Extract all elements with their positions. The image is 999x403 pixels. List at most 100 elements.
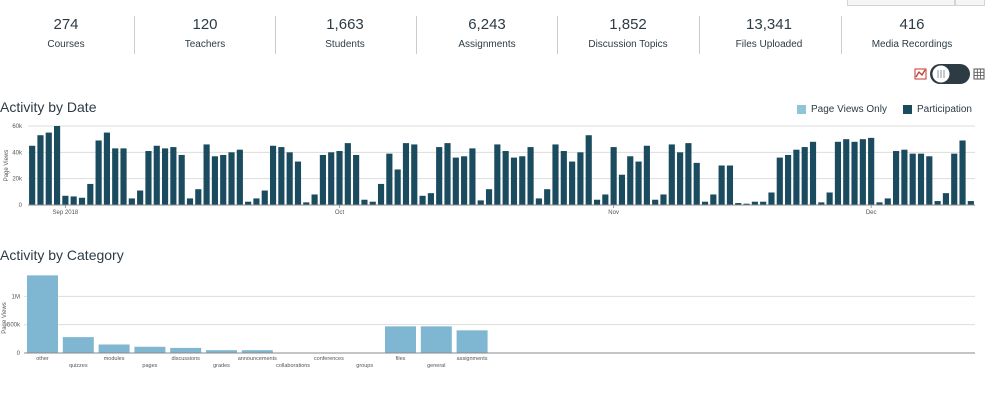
bar <box>87 183 94 205</box>
bar <box>170 347 202 353</box>
stat-label: Teachers <box>184 39 226 50</box>
bar <box>602 194 609 205</box>
bar <box>186 198 194 205</box>
bar <box>510 157 518 205</box>
bar <box>967 201 974 205</box>
bar <box>818 202 825 205</box>
bar <box>485 189 493 205</box>
bar <box>768 192 775 205</box>
bar <box>893 151 900 205</box>
bar <box>353 154 360 205</box>
bar <box>735 203 742 205</box>
bar <box>62 337 94 353</box>
bar <box>344 143 351 205</box>
divider <box>841 16 842 54</box>
bar <box>751 201 758 205</box>
bar <box>959 140 966 205</box>
bar <box>809 141 817 205</box>
x-tick-label: grades <box>213 363 230 369</box>
table-grid-icon[interactable] <box>973 68 985 80</box>
bar <box>145 151 152 205</box>
bar <box>776 157 783 205</box>
bar <box>951 153 958 205</box>
x-tick-label: discussions <box>171 356 200 362</box>
stat-value: 120 <box>192 16 218 33</box>
bar <box>527 147 534 205</box>
top-button-control[interactable] <box>955 0 985 6</box>
bar <box>294 161 302 205</box>
stat-value: 6,243 <box>468 16 506 33</box>
x-tick-label: announcements <box>238 356 277 362</box>
bar <box>70 196 77 205</box>
category-chart-title: Activity by Category <box>0 247 124 263</box>
line-chart-icon[interactable] <box>914 68 927 80</box>
x-tick-label: quizzes <box>69 363 88 369</box>
bar <box>427 193 434 205</box>
bar <box>677 152 684 205</box>
bar <box>701 201 709 205</box>
x-tick-label: Sep 2018 <box>53 210 79 216</box>
divider <box>557 16 558 54</box>
stat-label: Courses <box>47 39 85 50</box>
bar <box>311 194 318 205</box>
bar <box>760 201 767 205</box>
bar <box>195 189 202 205</box>
x-tick-label: conferences <box>314 356 344 362</box>
bar <box>618 174 626 205</box>
bar <box>220 154 227 205</box>
stat-assignments: 6,243 Assignments <box>421 0 553 50</box>
bar <box>286 152 293 205</box>
bar <box>643 145 650 205</box>
bar <box>726 165 734 205</box>
bar <box>743 203 750 205</box>
bar <box>544 189 551 205</box>
divider <box>275 16 276 54</box>
bar <box>660 194 667 205</box>
view-toggle[interactable] <box>914 63 986 85</box>
stat-media-recordings: 416 Media Recordings <box>846 0 978 50</box>
bar <box>851 141 858 205</box>
divider <box>699 16 700 54</box>
y-tick-label: 1M <box>12 294 20 300</box>
bar <box>494 144 501 205</box>
y-tick-label: 40k <box>12 150 23 156</box>
bar <box>826 192 833 205</box>
stat-value: 1,663 <box>326 16 364 33</box>
bar <box>137 190 144 205</box>
bar <box>552 144 559 205</box>
stat-label: Assignments <box>458 39 516 50</box>
bar <box>120 148 127 205</box>
bar <box>942 193 949 205</box>
stat-teachers: 120 Teachers <box>139 0 271 50</box>
bar <box>103 132 110 205</box>
top-select-control[interactable] <box>847 0 955 6</box>
legend-item-participation[interactable]: Participation <box>902 104 972 115</box>
bar <box>170 147 177 205</box>
stat-students: 1,663 Students <box>279 0 411 50</box>
y-tick-label: 0 <box>19 203 23 209</box>
bar <box>577 152 584 205</box>
bar <box>369 201 376 205</box>
bar <box>27 275 58 353</box>
bar <box>206 350 237 353</box>
x-tick-label: pages <box>142 363 157 369</box>
bar <box>444 143 451 205</box>
bar <box>469 148 476 205</box>
bar <box>402 143 410 205</box>
bar <box>78 197 86 205</box>
bar <box>336 151 343 205</box>
y-axis-label: Page Views <box>4 150 10 182</box>
bar <box>112 148 119 205</box>
x-tick-label: Nov <box>608 210 619 216</box>
bar <box>685 143 692 205</box>
bar <box>610 147 617 205</box>
bar <box>868 137 875 205</box>
bar <box>436 147 443 205</box>
bar <box>477 200 484 205</box>
bar <box>385 326 416 353</box>
x-tick-label: Oct <box>335 210 345 216</box>
toggle-switch[interactable] <box>930 64 970 84</box>
bar <box>95 140 102 205</box>
legend-item-page-views[interactable]: Page Views Only <box>797 104 887 115</box>
x-tick-label: groups <box>356 363 373 369</box>
